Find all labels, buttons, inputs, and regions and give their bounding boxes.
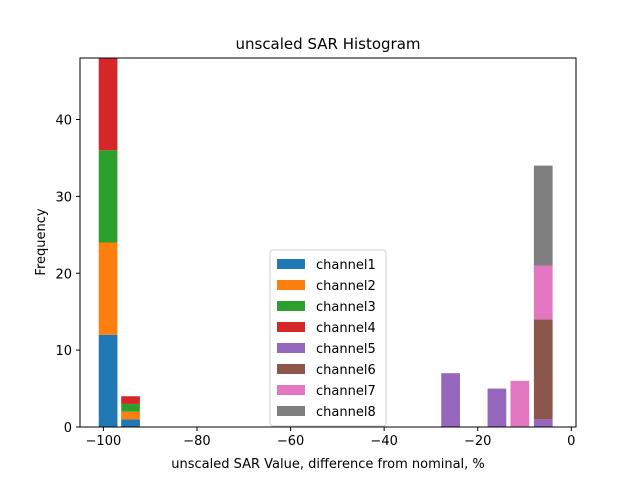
bar-channel6-0	[533, 319, 553, 420]
legend-swatch-channel1	[277, 259, 305, 269]
legend-swatch-channel3	[277, 301, 305, 311]
legend-label-channel5: channel5	[316, 342, 376, 357]
chart-title: unscaled SAR Histogram	[235, 35, 420, 53]
y-tick-label: 10	[55, 344, 72, 359]
bar-channel4-0	[98, 58, 118, 151]
legend-frame	[269, 249, 387, 427]
x-axis-label: unscaled SAR Value, difference from nomi…	[171, 457, 485, 472]
bar-channel5-2	[533, 419, 553, 427]
bar-channel8-0	[533, 165, 553, 266]
y-tick-label: 30	[55, 190, 72, 205]
legend-label-channel1: channel1	[316, 258, 376, 273]
x-tick-label: −60	[277, 434, 304, 449]
legend-label-channel2: channel2	[316, 279, 376, 294]
legend-label-channel3: channel3	[316, 300, 376, 315]
legend-label-channel6: channel6	[316, 363, 376, 378]
bar-channel7-1	[533, 265, 553, 320]
y-tick-label: 0	[64, 421, 72, 436]
bar-channel2-0	[98, 242, 118, 335]
plot-frame	[79, 57, 577, 428]
x-tick-label: −100	[86, 434, 122, 449]
ticks-group: −100 −80 −60 −40 −20 0 0 10 20 30 40	[55, 114, 575, 450]
bar-channel1-0	[98, 334, 118, 427]
legend-label-channel8: channel8	[316, 405, 376, 420]
legend-swatch-channel6	[277, 364, 305, 374]
legend-label-channel7: channel7	[316, 384, 376, 399]
y-tick-label: 20	[55, 267, 72, 282]
legend-label-channel4: channel4	[316, 321, 376, 336]
x-tick-label: −80	[183, 434, 210, 449]
y-tick-label: 40	[55, 114, 72, 129]
legend-swatch-channel5	[277, 343, 305, 353]
legend: channel1 channel2 channel3 channel4 channel5…	[269, 249, 387, 427]
x-tick-label: −40	[370, 434, 397, 449]
bar-channel5-0	[441, 373, 460, 427]
bar-channel1-1	[121, 419, 140, 427]
y-axis-label: Frequency	[34, 208, 49, 275]
legend-swatch-channel8	[277, 406, 305, 416]
bars-group	[98, 58, 553, 428]
legend-swatch-channel4	[277, 322, 305, 332]
bar-channel3-1	[121, 403, 140, 412]
bar-channel7-0	[510, 380, 530, 428]
legend-swatch-channel2	[277, 280, 305, 290]
bar-channel3-0	[98, 150, 118, 243]
legend-swatch-channel7	[277, 385, 305, 395]
bar-channel4-1	[121, 396, 140, 404]
x-tick-label: 0	[567, 434, 575, 449]
bar-channel5-1	[487, 388, 507, 427]
x-tick-label: −20	[464, 434, 491, 449]
bar-channel2-1	[121, 411, 140, 420]
